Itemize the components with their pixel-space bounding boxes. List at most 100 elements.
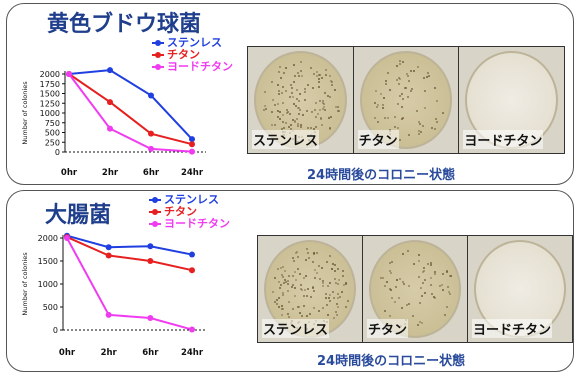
colony-dot bbox=[293, 294, 296, 297]
y-tick-label: 750 bbox=[45, 119, 60, 128]
colony-dot bbox=[296, 98, 299, 101]
colony-dot bbox=[389, 314, 392, 317]
colony-dot bbox=[341, 291, 344, 294]
colony-dot bbox=[282, 294, 285, 297]
colony-dot bbox=[323, 102, 326, 105]
colony-dot bbox=[433, 127, 436, 130]
colony-dot bbox=[331, 268, 334, 271]
colony-dot bbox=[336, 296, 339, 299]
colony-dot bbox=[427, 71, 430, 74]
colony-dot bbox=[299, 70, 302, 73]
colony-dot bbox=[325, 73, 328, 76]
colony-dot bbox=[298, 272, 301, 275]
y-tick-label: 0 bbox=[53, 326, 58, 335]
colony-dot bbox=[425, 75, 428, 78]
colony-dot bbox=[395, 279, 398, 282]
colony-dot bbox=[390, 296, 393, 299]
colony-dot bbox=[292, 284, 295, 286]
colony-dot bbox=[314, 101, 317, 104]
y-tick-label: 1000 bbox=[40, 109, 60, 118]
colony-dot bbox=[298, 100, 301, 103]
plate-label: チタン bbox=[367, 319, 409, 338]
plate-label: ステンレス bbox=[252, 130, 320, 149]
colony-dot bbox=[444, 314, 447, 317]
colony-dot bbox=[388, 261, 391, 264]
colony-dot bbox=[430, 293, 433, 296]
colony-dot bbox=[304, 258, 307, 261]
colony-dot bbox=[283, 127, 286, 130]
colony-dot bbox=[402, 282, 405, 285]
colony-dot bbox=[374, 116, 377, 119]
colony-dot bbox=[332, 317, 335, 320]
colony-dot bbox=[428, 74, 431, 77]
data-point bbox=[147, 315, 154, 322]
colony-dot bbox=[304, 90, 307, 93]
colony-dot bbox=[335, 106, 338, 109]
colony-dot bbox=[326, 313, 329, 316]
colony-dot bbox=[294, 104, 297, 107]
y-tick-label: 1000 bbox=[38, 280, 58, 289]
colony-dot bbox=[336, 282, 339, 285]
colony-dot bbox=[327, 296, 330, 299]
colony-dot bbox=[296, 255, 299, 258]
chart-legend: ステンレス チタン ヨードチタン bbox=[152, 37, 233, 73]
colony-dot bbox=[430, 277, 433, 280]
colony-dot bbox=[374, 90, 377, 93]
colony-dot bbox=[335, 314, 338, 317]
x-tick-label: 24hr bbox=[181, 348, 204, 358]
colony-dot bbox=[317, 264, 320, 267]
colony-dot bbox=[418, 253, 421, 256]
colony-dot bbox=[295, 251, 298, 254]
colony-dot bbox=[275, 299, 278, 302]
colony-dot bbox=[396, 103, 399, 106]
colony-dot bbox=[329, 282, 332, 285]
colony-dot bbox=[446, 306, 449, 309]
colony-dot bbox=[411, 315, 414, 318]
data-point bbox=[105, 311, 112, 318]
colony-dot bbox=[295, 117, 298, 120]
plate-label: ステンレス bbox=[262, 319, 330, 338]
legend-item: チタン bbox=[149, 206, 230, 218]
colony-dot bbox=[345, 281, 348, 284]
colony-dot bbox=[274, 300, 277, 303]
colony-dot bbox=[384, 117, 387, 120]
x-tick-label: 2hr bbox=[101, 348, 118, 358]
colony-dot bbox=[383, 97, 386, 100]
colony-dot bbox=[318, 78, 321, 81]
colony-dot bbox=[322, 307, 325, 310]
panel-title: 大腸菌 bbox=[45, 203, 112, 228]
colony-dot bbox=[446, 270, 449, 273]
colony-dot bbox=[282, 291, 285, 294]
colony-dot bbox=[376, 121, 379, 124]
y-tick-label: 1500 bbox=[40, 90, 60, 99]
colony-dot bbox=[317, 81, 320, 84]
colony-dot bbox=[390, 272, 393, 275]
colony-dot bbox=[338, 110, 341, 113]
colony-dot bbox=[286, 312, 289, 315]
petri-plate-titanium: チタン bbox=[363, 235, 468, 343]
colony-dot bbox=[431, 126, 434, 129]
colony-dot bbox=[432, 296, 435, 299]
colony-dot bbox=[345, 306, 348, 309]
colony-dot bbox=[306, 110, 309, 113]
colony-dot bbox=[319, 100, 322, 103]
colony-dot bbox=[288, 316, 291, 319]
colony-dot bbox=[329, 294, 332, 297]
colony-dot bbox=[287, 110, 290, 113]
colony-dot bbox=[442, 112, 445, 115]
colony-dot bbox=[278, 92, 281, 95]
colony-dot bbox=[314, 126, 317, 129]
plate-caption: 24時間後のコロニー状態 bbox=[317, 354, 466, 369]
y-tick-label: 1500 bbox=[38, 257, 58, 266]
colony-dot bbox=[285, 108, 288, 111]
data-point bbox=[189, 267, 195, 274]
colony-dot bbox=[402, 61, 405, 64]
colony-dot bbox=[433, 273, 436, 276]
colony-dot bbox=[390, 288, 393, 291]
colony-dot bbox=[279, 110, 282, 113]
series-line bbox=[66, 236, 193, 272]
ecoli-line-chart: 0 500 1000 1500 2000 Number of colonies 0hr 2hr… bbox=[21, 232, 206, 358]
colony-dot bbox=[288, 96, 291, 99]
colony-dot bbox=[429, 264, 432, 267]
colony-dot bbox=[320, 267, 323, 270]
